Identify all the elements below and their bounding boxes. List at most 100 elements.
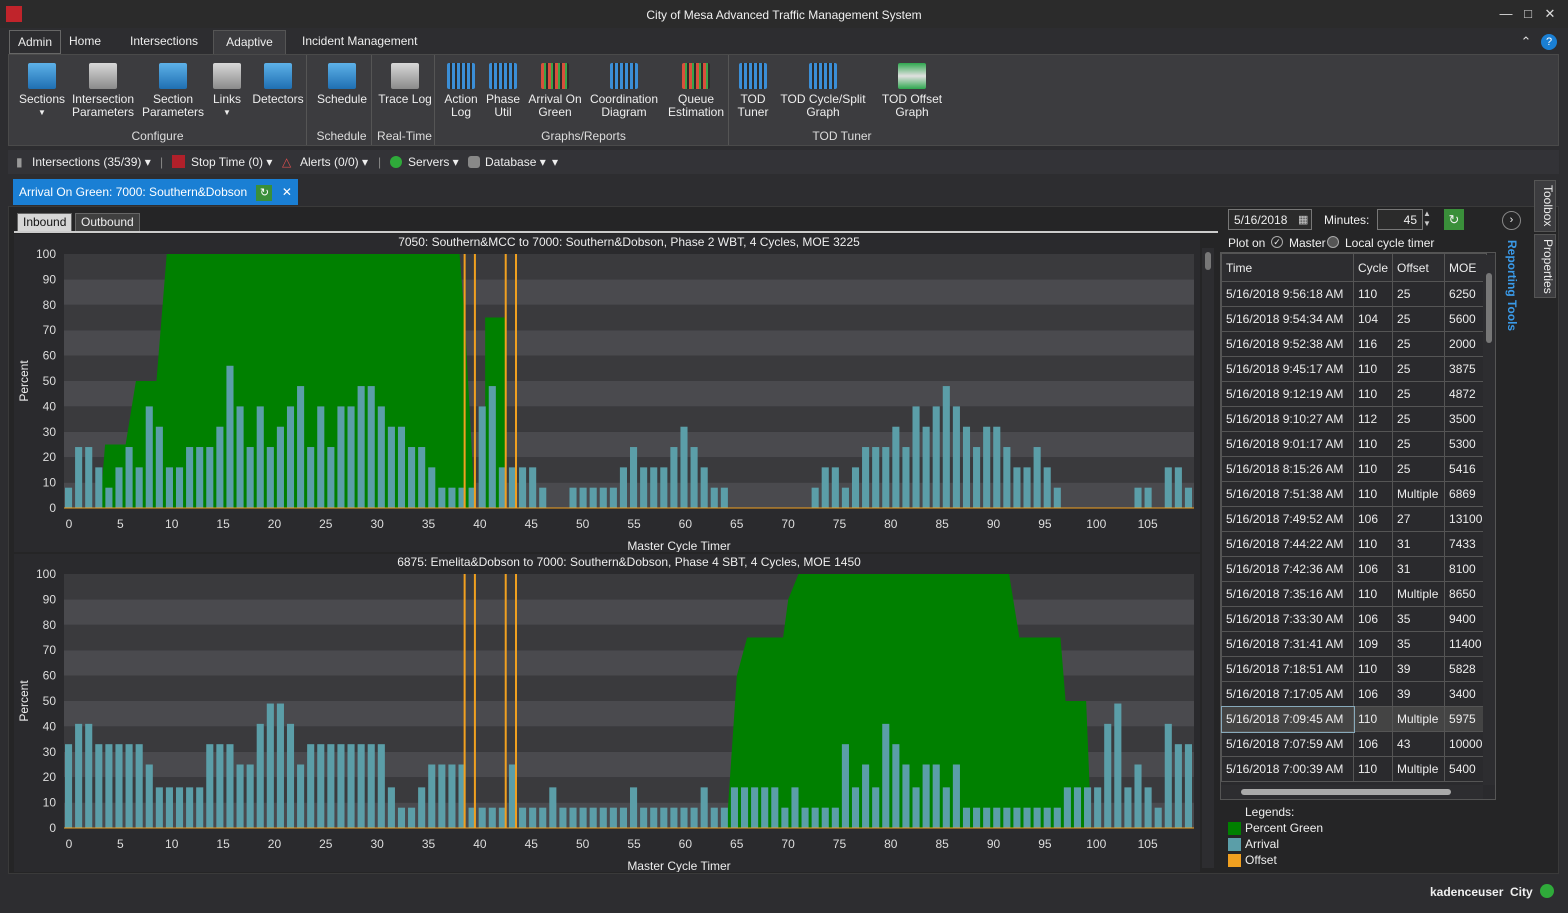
arrival-bar: [942, 787, 950, 828]
table-row[interactable]: 5/16/2018 8:15:26 AM 110 25 5416: [1221, 456, 1488, 482]
coordination-diagram-button[interactable]: Coordination Diagram: [585, 59, 663, 119]
minutes-input[interactable]: [1377, 209, 1423, 230]
x-tick-label: 60: [679, 517, 693, 531]
table-hscroll-thumb[interactable]: [1241, 789, 1451, 795]
column-header-moe[interactable]: MOE: [1444, 253, 1488, 282]
tod-tuner-button[interactable]: TOD Tuner: [733, 59, 773, 119]
table-row[interactable]: 5/16/2018 7:09:45 AM 110 Multiple 5975: [1221, 705, 1488, 733]
menu-incident-management[interactable]: Incident Management: [302, 34, 418, 48]
arrival-bar: [397, 426, 406, 508]
chart-scrollbar[interactable]: [1202, 248, 1214, 868]
table-row[interactable]: 5/16/2018 7:31:41 AM 109 35 11400: [1221, 631, 1488, 657]
table-row[interactable]: 5/16/2018 7:51:38 AM 110 Multiple 6869: [1221, 481, 1488, 507]
tab-inbound[interactable]: Inbound: [17, 213, 73, 232]
cell-cycle: 110: [1352, 706, 1394, 732]
chart-scrollbar-thumb[interactable]: [1205, 252, 1211, 270]
table-row[interactable]: 5/16/2018 7:42:36 AM 106 31 8100: [1221, 556, 1488, 582]
tab-outbound[interactable]: Outbound: [75, 213, 140, 232]
detectors-button[interactable]: Detectors: [249, 59, 307, 106]
calendar-icon[interactable]: ▦: [1298, 214, 1309, 226]
local-cycle-timer-radio[interactable]: [1327, 236, 1339, 248]
arrival-on-green-button[interactable]: Arrival On Green: [527, 59, 583, 119]
column-header-cycle[interactable]: Cycle: [1352, 253, 1394, 282]
table-row[interactable]: 5/16/2018 9:01:17 AM 110 25 5300: [1221, 431, 1488, 457]
sections-button[interactable]: Sections ▼: [15, 59, 69, 119]
tod-cycle-split-graph-button[interactable]: TOD Cycle/Split Graph: [775, 59, 871, 119]
arrival-bar: [1134, 487, 1142, 508]
section-parameters-button[interactable]: Section Parameters: [141, 59, 205, 119]
table-row[interactable]: 5/16/2018 7:35:16 AM 110 Multiple 8650: [1221, 581, 1488, 607]
arrival-bar: [387, 787, 395, 828]
collapse-ribbon-icon[interactable]: ⌃: [1520, 34, 1532, 49]
database-dropdown[interactable]: Database ▾: [485, 155, 546, 169]
cell-offset: 25: [1392, 281, 1446, 307]
table-row[interactable]: 5/16/2018 7:18:51 AM 110 39 5828: [1221, 656, 1488, 682]
intersections-dropdown[interactable]: Intersections (35/39) ▾: [32, 155, 151, 169]
arrival-bar: [428, 467, 436, 508]
table-horizontal-scrollbar[interactable]: [1221, 785, 1483, 799]
table-row[interactable]: 5/16/2018 9:12:19 AM 110 25 4872: [1221, 381, 1488, 407]
refresh-icon[interactable]: ↻: [256, 184, 273, 201]
reporting-tools-label[interactable]: Reporting Tools: [1505, 240, 1519, 332]
close-tab-icon[interactable]: ✕: [281, 185, 292, 199]
tab-arrival-on-green[interactable]: Arrival On Green: 7000: Southern&Dobson …: [13, 179, 298, 205]
minimize-icon[interactable]: —: [1499, 6, 1513, 21]
cell-moe: 6250: [1444, 281, 1488, 307]
minutes-spinner[interactable]: ▲ ▼: [1423, 209, 1431, 228]
y-tick-label: 20: [43, 450, 57, 464]
toolbar-separator: |: [160, 155, 164, 169]
action-log-button[interactable]: Action Log: [441, 59, 481, 119]
tod-tuner-icon: [739, 63, 767, 89]
master-radio[interactable]: ✓: [1271, 236, 1283, 248]
alerts-dropdown[interactable]: Alerts (0/0) ▾: [300, 155, 369, 169]
menu-intersections[interactable]: Intersections: [130, 34, 199, 48]
table-row[interactable]: 5/16/2018 9:54:34 AM 104 25 5600: [1221, 306, 1488, 332]
help-icon[interactable]: ?: [1541, 34, 1557, 50]
arrival-bar: [1094, 787, 1102, 828]
table-row[interactable]: 5/16/2018 7:44:22 AM 110 31 7433: [1221, 531, 1488, 557]
table-row[interactable]: 5/16/2018 7:33:30 AM 106 35 9400: [1221, 606, 1488, 632]
intersection-parameters-button[interactable]: Intersection Parameters: [71, 59, 135, 119]
queue-estimation-icon: [682, 63, 710, 89]
table-vertical-scrollbar[interactable]: [1483, 255, 1495, 785]
menu-admin[interactable]: Admin: [9, 30, 62, 54]
tab-toolbox[interactable]: Toolbox: [1534, 180, 1556, 232]
table-row[interactable]: 5/16/2018 7:00:39 AM 110 Multiple 5400: [1221, 756, 1488, 782]
column-header-offset[interactable]: Offset: [1392, 253, 1446, 282]
arrival-bar: [519, 467, 527, 508]
arrival-bar: [1164, 723, 1172, 828]
arrival-bar: [276, 426, 284, 508]
close-icon[interactable]: ✕: [1544, 6, 1556, 21]
menu-adaptive[interactable]: Adaptive: [213, 30, 286, 54]
arrival-bar: [256, 723, 264, 828]
table-row[interactable]: 5/16/2018 7:07:59 AM 106 43 10000: [1221, 731, 1488, 757]
table-row[interactable]: 5/16/2018 9:45:17 AM 110 25 3875: [1221, 356, 1488, 382]
menu-home[interactable]: Home: [69, 34, 102, 48]
table-row[interactable]: 5/16/2018 7:49:52 AM 106 27 13100: [1221, 506, 1488, 532]
expand-panel-icon[interactable]: ›: [1502, 211, 1521, 230]
date-input[interactable]: [1228, 209, 1312, 230]
y-tick-label: 70: [43, 323, 57, 337]
cell-moe: 8100: [1444, 556, 1488, 582]
phase-util-button[interactable]: Phase Util: [483, 59, 523, 119]
stop-time-dropdown[interactable]: Stop Time (0) ▾: [191, 155, 273, 169]
arrival-bar: [1134, 764, 1142, 828]
trace-log-button[interactable]: Trace Log: [377, 59, 433, 106]
maximize-icon[interactable]: □: [1524, 6, 1532, 21]
table-scrollbar-thumb[interactable]: [1486, 273, 1492, 343]
tab-properties[interactable]: Properties: [1534, 234, 1556, 298]
toolbar-overflow-icon[interactable]: ▾: [552, 155, 559, 169]
refresh-data-button[interactable]: ↻: [1444, 209, 1464, 230]
cell-time: 5/16/2018 9:54:34 AM: [1221, 306, 1354, 332]
tod-offset-graph-button[interactable]: TOD Offset Graph: [873, 59, 951, 119]
table-row[interactable]: 5/16/2018 9:10:27 AM 112 25 3500: [1221, 406, 1488, 432]
schedule-button[interactable]: Schedule: [314, 59, 370, 106]
arrival-bar: [468, 487, 476, 508]
links-button[interactable]: Links ▼: [207, 59, 247, 119]
table-row[interactable]: 5/16/2018 9:56:18 AM 110 25 6250: [1221, 281, 1488, 307]
table-row[interactable]: 5/16/2018 7:17:05 AM 106 39 3400: [1221, 681, 1488, 707]
table-row[interactable]: 5/16/2018 9:52:38 AM 116 25 2000: [1221, 331, 1488, 357]
column-header-time[interactable]: Time: [1221, 253, 1354, 282]
servers-dropdown[interactable]: Servers ▾: [408, 155, 459, 169]
queue-estimation-button[interactable]: Queue Estimation: [665, 59, 727, 119]
